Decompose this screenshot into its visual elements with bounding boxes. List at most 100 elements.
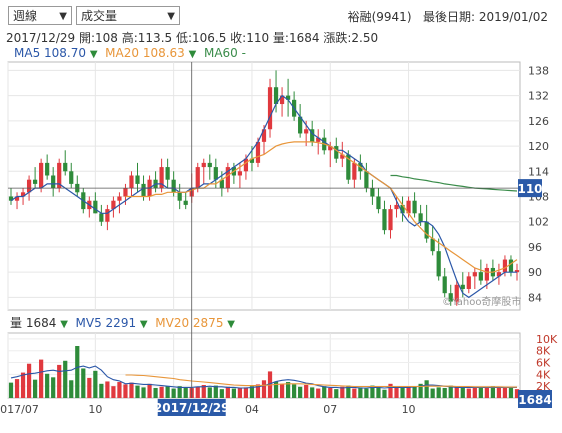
volume-bar [358, 387, 363, 398]
volume-bar [508, 387, 514, 398]
volume-bar [20, 372, 26, 398]
volume-bar [57, 364, 62, 398]
candle-body [20, 192, 26, 197]
candle-body [478, 272, 483, 281]
candle-body [406, 200, 411, 214]
period-select[interactable]: 週線 ▼ [8, 6, 72, 25]
candle-body [454, 284, 459, 302]
volume-bar [352, 388, 357, 398]
indicator-select-value: 成交量 [81, 9, 118, 23]
volume-bar [310, 387, 315, 398]
volume-bar [195, 386, 200, 398]
volume-bar [261, 380, 267, 398]
vol-tag: 1684 [518, 393, 551, 407]
volume-bar [45, 373, 50, 398]
candle-body [279, 95, 285, 105]
ma-line-ma5 [10, 94, 517, 299]
candle-body [285, 95, 291, 100]
mv20-toggle[interactable]: ▼ [227, 319, 235, 330]
volume-bar [406, 387, 411, 398]
candle-body [111, 200, 116, 210]
candle-body [183, 200, 188, 205]
volume-bar [285, 382, 291, 398]
candle-body [388, 209, 393, 231]
candle-body [123, 188, 128, 197]
volume-bar [129, 382, 134, 398]
volume-bar [442, 387, 447, 398]
candle-body [496, 272, 502, 277]
price-panel-frame [7, 61, 521, 311]
volume-bar [430, 388, 435, 398]
candle-body [508, 259, 514, 273]
volume-bar [39, 359, 44, 398]
candle-body [99, 213, 104, 222]
candle-body [225, 167, 230, 189]
candle-body [141, 183, 146, 197]
volume-bar [51, 377, 56, 398]
volume-bar [105, 381, 110, 398]
quote-line: 2017/12/29 開:108 高:113.5 低:106.5 收:110 量… [6, 31, 379, 45]
candle-body [472, 272, 477, 277]
volume-bar [63, 360, 68, 398]
x-tick-label: 07 [323, 403, 337, 416]
candle-body [57, 162, 62, 189]
y-tick-label: 90 [528, 266, 542, 279]
ma20-legend: MA20 108.63 [105, 46, 185, 60]
vol-toggle[interactable]: ▼ [60, 319, 68, 330]
ma-legend: MA5 108.70 ▼ MA20 108.63 ▼ MA60 - [14, 46, 246, 60]
x-tick-label: 2017/07 [0, 403, 39, 416]
indicator-select[interactable]: 成交量 ▼ [76, 6, 180, 25]
volume-bar [478, 387, 483, 398]
candle-body [219, 179, 224, 189]
ma-line-ma60 [390, 174, 518, 192]
candle-body [129, 175, 134, 189]
volume-bar [472, 386, 477, 398]
volume-bar [117, 382, 122, 398]
candle-body [376, 196, 381, 210]
volume-bar [490, 386, 496, 398]
volume-bar [225, 386, 230, 398]
ma5-toggle[interactable]: ▼ [89, 49, 98, 60]
volume-bar [382, 389, 387, 398]
volume-bar [183, 387, 188, 398]
volume-bar [147, 383, 152, 398]
volume-bar [460, 386, 465, 398]
candle-body [418, 213, 423, 222]
vol-tick-label: 10K [536, 333, 558, 346]
mv5-toggle[interactable]: ▼ [139, 319, 148, 330]
y-tick-label: 120 [528, 140, 549, 153]
candle-body [466, 276, 471, 289]
candle-body [328, 146, 333, 151]
volume-bar [219, 389, 224, 398]
candle-body [460, 284, 465, 289]
vol-tag-box [518, 390, 552, 408]
candle-body [195, 167, 200, 189]
candle-body [394, 204, 399, 210]
y-tick-label: 132 [528, 90, 549, 103]
candle-body [45, 162, 50, 176]
volume-bar [394, 386, 399, 398]
y-tick-label: 138 [528, 64, 549, 77]
watermark: ©Yahoo奇摩股市 [442, 295, 521, 308]
candle-body [304, 129, 309, 134]
volume-bar [165, 386, 170, 398]
volume-bar [514, 389, 520, 398]
volume-bar [135, 385, 140, 398]
period-select-value: 週線 [13, 9, 38, 23]
candle-body [430, 238, 435, 252]
volume-bar [412, 386, 417, 398]
vol-legend-value: 量 1684 [10, 316, 57, 330]
candle-body [502, 259, 508, 273]
volume-bar [376, 387, 381, 398]
volume-bar [213, 385, 218, 398]
candle-body [105, 209, 110, 222]
ma20-toggle[interactable]: ▼ [188, 49, 197, 60]
volume-bar [69, 380, 74, 398]
candle-body [267, 87, 273, 130]
price-tag-box [518, 179, 542, 198]
y-tick-label: 126 [528, 115, 549, 128]
candle-body [135, 175, 140, 184]
volume-bar [177, 386, 182, 398]
y-tick-label: 114 [528, 165, 549, 178]
